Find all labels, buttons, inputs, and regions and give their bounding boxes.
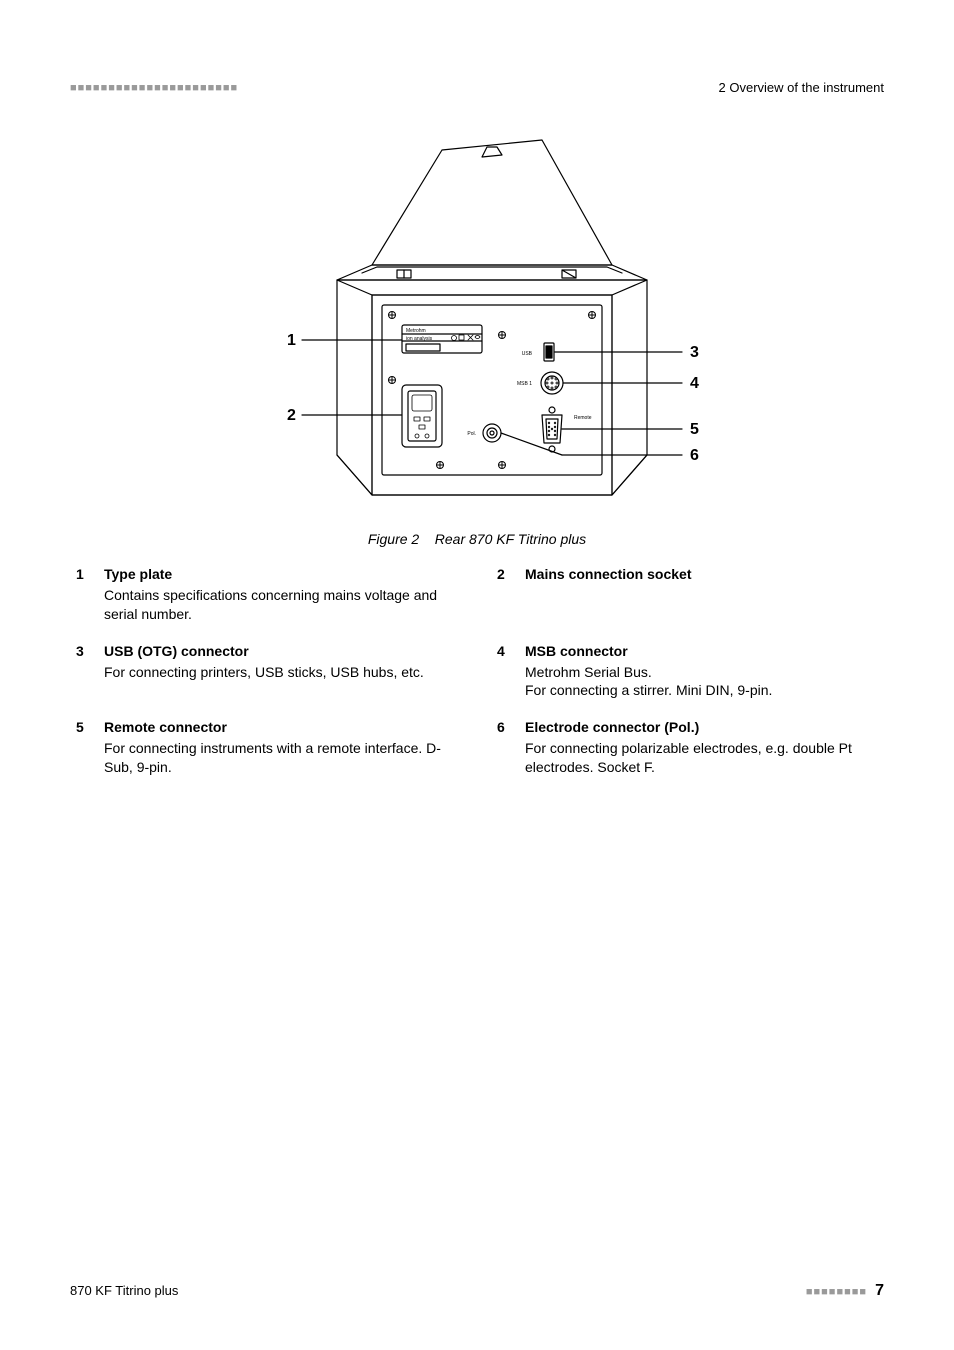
legend-title: MSB connector (525, 642, 772, 661)
type-plate-brand: Metrohm (406, 328, 426, 334)
callout-1: 1 (287, 332, 296, 349)
legend-desc: For connecting polarizable electrodes, e… (525, 739, 878, 777)
legend-desc: Contains specifications concerning mains… (104, 586, 457, 624)
legend-desc: For connecting instruments with a remote… (104, 739, 457, 777)
remote-port-label: Remote (574, 415, 592, 421)
legend-item-2: 2 Mains connection socket (497, 565, 878, 624)
legend-desc: For connecting printers, USB sticks, USB… (104, 663, 424, 682)
rear-device-illustration: Metrohm ion analysis USB MSB 1 Pol. Remo… (242, 125, 712, 525)
msb-port-label: MSB 1 (517, 381, 532, 387)
callout-6: 6 (690, 447, 699, 464)
legend-item-1: 1 Type plate Contains specifications con… (76, 565, 457, 624)
footer-product-name: 870 KF Titrino plus (70, 1283, 178, 1298)
legend-item-3: 3 USB (OTG) connector For connecting pri… (76, 642, 457, 701)
page-footer: 870 KF Titrino plus ■■■■■■■■ 7 (70, 1282, 884, 1300)
legend-number: 1 (76, 565, 90, 624)
header-dots: ■■■■■■■■■■■■■■■■■■■■■■ (70, 82, 238, 94)
legend-title: Remote connector (104, 718, 457, 737)
usb-port-label: USB (522, 351, 533, 357)
type-plate-subtitle: ion analysis (406, 336, 433, 342)
legend-item-6: 6 Electrode connector (Pol.) For connect… (497, 718, 878, 777)
figure-number: Figure 2 (368, 531, 419, 547)
page-header: ■■■■■■■■■■■■■■■■■■■■■■ 2 Overview of the… (70, 80, 884, 95)
legend-item-5: 5 Remote connector For connecting instru… (76, 718, 457, 777)
figure-legend: 1 Type plate Contains specifications con… (70, 565, 884, 777)
legend-title: Type plate (104, 565, 457, 584)
legend-number: 6 (497, 718, 511, 777)
legend-number: 5 (76, 718, 90, 777)
callout-5: 5 (690, 421, 699, 438)
legend-desc: Metrohm Serial Bus. For connecting a sti… (525, 663, 772, 701)
callout-2: 2 (287, 407, 296, 424)
header-section-title: 2 Overview of the instrument (719, 80, 884, 95)
footer-dots: ■■■■■■■■ (806, 1286, 867, 1298)
legend-title: Electrode connector (Pol.) (525, 718, 878, 737)
callout-4: 4 (690, 375, 699, 392)
callout-3: 3 (690, 344, 699, 361)
figure-title: Rear 870 KF Titrino plus (435, 531, 586, 547)
figure-caption: Figure 2 Rear 870 KF Titrino plus (70, 531, 884, 547)
pol-port-label: Pol. (467, 431, 476, 437)
figure: Metrohm ion analysis USB MSB 1 Pol. Remo… (70, 125, 884, 547)
legend-title: Mains connection socket (525, 565, 691, 584)
page-number: 7 (875, 1282, 884, 1299)
legend-title: USB (OTG) connector (104, 642, 424, 661)
footer-right: ■■■■■■■■ 7 (806, 1282, 884, 1300)
legend-number: 4 (497, 642, 511, 701)
legend-number: 3 (76, 642, 90, 701)
page: ■■■■■■■■■■■■■■■■■■■■■■ 2 Overview of the… (0, 0, 954, 1350)
legend-number: 2 (497, 565, 511, 624)
legend-item-4: 4 MSB connector Metrohm Serial Bus. For … (497, 642, 878, 701)
